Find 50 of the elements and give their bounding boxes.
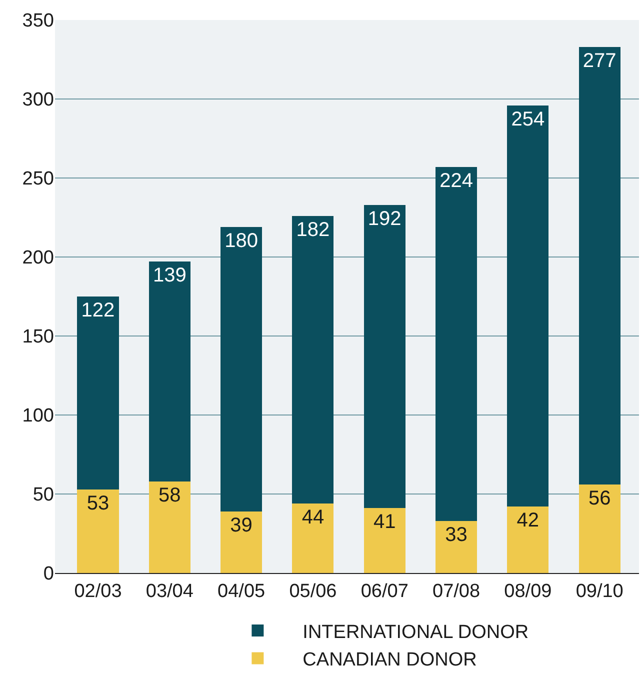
y-tick-label: 150 — [22, 326, 54, 348]
data-label: 122 — [81, 300, 115, 322]
bar — [578, 46, 620, 485]
bar — [364, 508, 406, 573]
data-label: 180 — [224, 230, 258, 252]
bar — [148, 262, 190, 482]
data-label: 56 — [588, 488, 611, 510]
legend-label: INTERNATIONAL DONOR — [302, 622, 529, 643]
bar — [507, 105, 549, 507]
data-label: 139 — [152, 264, 186, 287]
bar — [292, 216, 334, 504]
bar — [436, 520, 478, 573]
data-label: 53 — [86, 492, 110, 514]
y-tick-label: 200 — [22, 248, 54, 269]
bar — [436, 166, 478, 521]
y-tick-label: 0 — [43, 564, 54, 585]
data-label: 277 — [582, 50, 616, 72]
x-tick-label: 02/03 — [74, 580, 122, 602]
data-label: 33 — [445, 524, 468, 546]
bar — [364, 204, 406, 508]
bar — [578, 484, 620, 573]
y-tick-label: 100 — [22, 406, 54, 427]
data-label: 42 — [516, 510, 540, 532]
y-tick-label: 50 — [32, 484, 54, 506]
bar — [148, 481, 190, 573]
x-tick-label: 05/06 — [289, 580, 337, 602]
data-label: 192 — [368, 208, 402, 230]
x-tick-label: 08/09 — [504, 580, 552, 602]
data-label: 44 — [302, 506, 324, 528]
x-tick-label: 07/08 — [432, 580, 480, 602]
data-label: 254 — [511, 108, 545, 130]
y-tick-label: 350 — [22, 10, 54, 32]
bar — [220, 226, 262, 512]
data-label: 39 — [230, 514, 252, 536]
bar — [77, 489, 119, 573]
x-tick-label: 09/10 — [576, 580, 624, 602]
x-tick-label: 04/05 — [218, 580, 266, 602]
data-label: 41 — [373, 511, 396, 534]
bar — [77, 296, 119, 490]
x-tick-label: 06/07 — [360, 580, 408, 602]
y-tick-label: 300 — [22, 90, 54, 111]
data-label: 182 — [296, 218, 330, 241]
x-tick-label: 03/04 — [146, 580, 194, 602]
y-tick-label: 250 — [22, 168, 54, 190]
bar — [292, 503, 334, 573]
data-label: 58 — [158, 484, 181, 506]
bar — [220, 511, 262, 573]
legend-label: CANADIAN DONOR — [302, 650, 477, 671]
bar — [507, 506, 549, 573]
data-label: 224 — [440, 170, 473, 192]
